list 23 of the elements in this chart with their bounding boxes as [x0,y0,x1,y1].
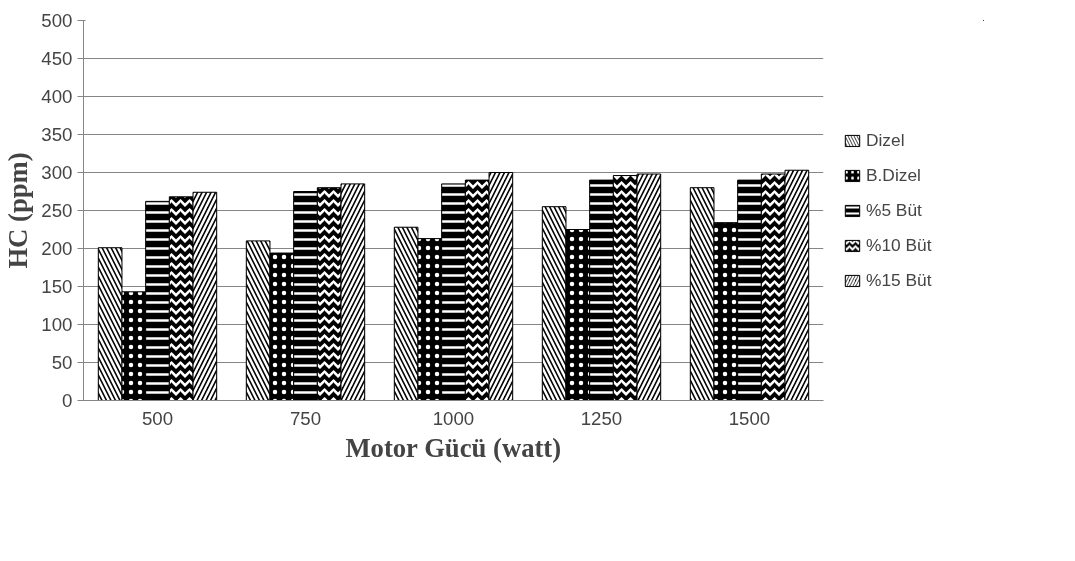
x-tick-label: 750 [289,407,322,429]
y-tick-label: 500 [41,10,73,31]
y-tick-label: 0 [62,390,73,411]
legend-label: Dizel [866,129,905,151]
legend-label: %15 Büt [866,269,932,291]
y-tick-label: 350 [41,124,73,145]
legend-label: %10 Büt [866,234,932,256]
y-axis-title: HC (ppm) [3,152,34,269]
y-tick-label: 200 [41,238,73,259]
x-tick-label: 1000 [432,407,475,429]
x-tick-label: 1500 [728,407,771,429]
y-tick-label: 450 [41,48,73,69]
y-tick-label: 50 [51,352,73,373]
x-tick-label: 1250 [580,407,623,429]
y-tick-label: 250 [41,200,73,221]
y-tick-label: 300 [41,162,73,183]
x-axis-title: Motor Gücü (watt) [345,432,562,463]
y-tick-label: 400 [41,86,73,107]
y-tick-label: 150 [41,276,73,297]
legend-label: %5 Büt [866,199,922,221]
y-tick-label: 100 [41,314,73,335]
x-tick-label: 500 [141,407,174,429]
legend-label: B.Dizel [866,164,921,186]
